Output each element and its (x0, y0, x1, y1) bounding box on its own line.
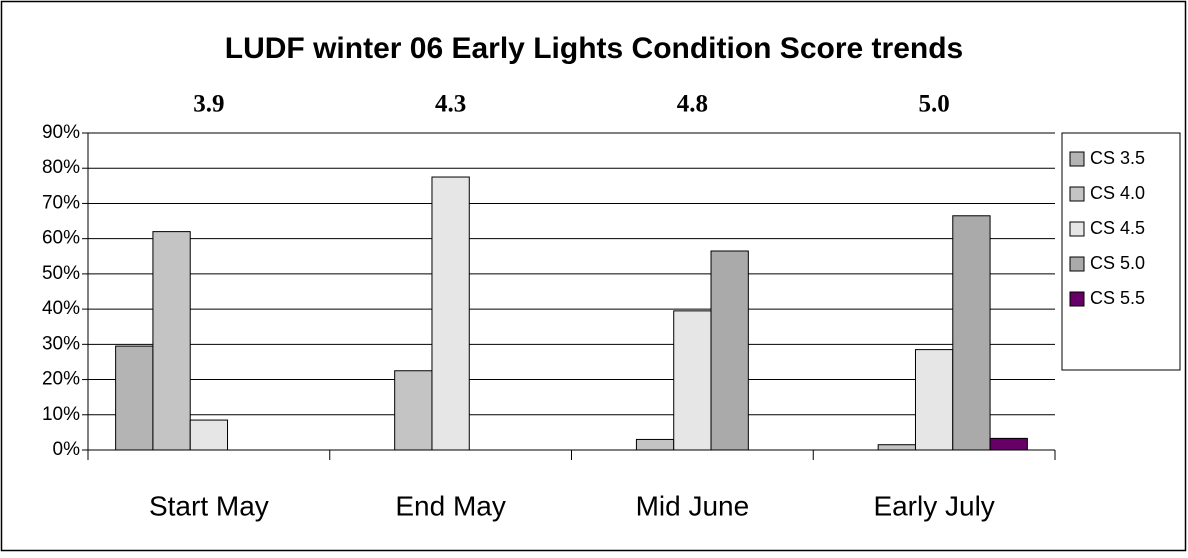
y-tick-label: 10% (42, 404, 80, 425)
bar (431, 176, 470, 451)
bar (914, 349, 954, 451)
bar (989, 437, 1028, 451)
y-tick-label: 0% (53, 439, 81, 460)
legend-swatch (1069, 291, 1085, 307)
bar (189, 419, 229, 451)
x-tick-label: Mid June (636, 490, 750, 521)
bar (115, 345, 154, 451)
y-tick-label: 40% (42, 298, 80, 319)
annotation: 4.3 (435, 91, 466, 118)
y-tick-label: 60% (42, 228, 80, 249)
legend-label: CS 3.5 (1090, 148, 1145, 168)
bar (952, 215, 991, 451)
x-tick-label: Start May (149, 490, 269, 521)
legend-label: CS 4.0 (1090, 183, 1145, 203)
annotation: 3.9 (193, 91, 224, 118)
x-tick-label: End May (395, 490, 506, 521)
bar (394, 370, 433, 451)
legend-label: CS 5.0 (1090, 253, 1145, 273)
annotation: 5.0 (919, 91, 950, 118)
y-tick-label: 90% (42, 122, 80, 143)
chart-title: LUDF winter 06 Early Lights Condition Sc… (225, 32, 963, 65)
y-tick-label: 80% (42, 157, 80, 178)
bar (710, 250, 749, 451)
x-tick-label: Early July (873, 490, 994, 521)
legend-swatch (1069, 186, 1085, 202)
y-tick-label: 70% (42, 192, 80, 213)
legend-swatch (1069, 151, 1085, 167)
y-tick-label: 30% (42, 333, 80, 354)
legend-label: CS 5.5 (1090, 288, 1145, 308)
legend-swatch (1069, 256, 1085, 272)
annotation: 4.8 (677, 91, 708, 118)
bar (152, 231, 191, 451)
bar (673, 310, 712, 451)
legend-box (1061, 132, 1181, 371)
legend-swatch (1069, 221, 1085, 237)
y-tick-label: 20% (42, 369, 80, 390)
y-tick-label: 50% (42, 263, 80, 284)
bar (877, 444, 916, 451)
bar (635, 438, 675, 451)
legend-label: CS 4.5 (1090, 218, 1145, 238)
